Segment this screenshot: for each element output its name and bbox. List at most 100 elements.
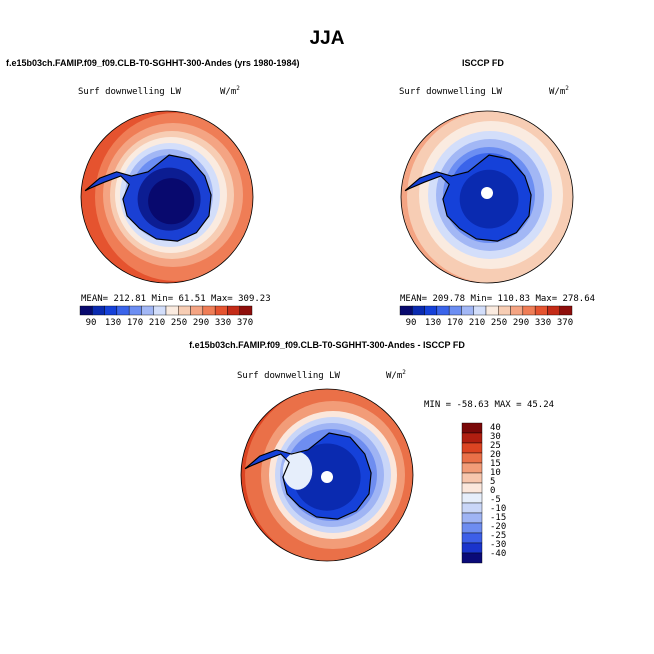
right-map xyxy=(401,111,573,283)
right-cbar-label: 370 xyxy=(556,318,574,328)
diff-colorbar-swatch xyxy=(461,542,483,554)
diff-cbar-label: 40 xyxy=(490,423,501,433)
right-cbar-label: 250 xyxy=(490,318,508,328)
right-ice-core xyxy=(459,169,519,229)
diff-cbar-label: -15 xyxy=(490,513,507,523)
diff-near-zero-patch xyxy=(282,451,313,490)
diff-colorbar-swatch xyxy=(461,502,483,514)
diff-cbar-label: 10 xyxy=(490,468,501,478)
left-cbar-label: 170 xyxy=(126,318,144,328)
diff-cbar-label: 20 xyxy=(490,450,501,460)
right-colorbar-swatch xyxy=(534,305,548,316)
right-colorbar-swatch xyxy=(399,305,413,316)
left-cbar-label: 290 xyxy=(192,318,210,328)
left-colorbar-swatch xyxy=(92,305,105,316)
left-variable-label: Surf downwelling LW xyxy=(78,87,181,97)
diff-cbar-label: -20 xyxy=(490,522,507,532)
right-colorbar-labels: 90 130 170 210 250 290 330 370 xyxy=(400,318,576,328)
right-colorbar-swatch xyxy=(485,305,499,316)
left-cbar-label: 130 xyxy=(104,318,122,328)
diff-colorbar-swatch xyxy=(461,472,483,484)
diff-colorbar-labels: 40 30 25 20 15 10 5 0 -5 -10 -15 -20 -25… xyxy=(490,424,506,559)
left-colorbar-swatch xyxy=(153,305,167,316)
figure-title: JJA xyxy=(309,28,345,49)
right-cbar-label: 130 xyxy=(424,318,442,328)
diff-cbar-label: 25 xyxy=(490,441,501,451)
left-colorbar-swatch xyxy=(190,305,204,316)
diff-cbar-label: -40 xyxy=(490,549,507,559)
diff-colorbar-swatch xyxy=(461,482,483,494)
right-colorbar-swatch xyxy=(510,305,524,316)
left-cbar-label: 370 xyxy=(236,318,254,328)
diff-panel-title: f.e15b03ch.FAMIP.f09_f09.CLB-T0-SGHHT-30… xyxy=(189,340,465,350)
diff-pole-hole xyxy=(321,471,333,483)
right-colorbar-swatch xyxy=(436,305,450,316)
right-colorbar-swatch xyxy=(547,305,560,316)
right-pole-hole xyxy=(481,187,493,199)
diff-colorbar xyxy=(461,422,483,564)
right-cbar-label: 290 xyxy=(512,318,530,328)
right-stats: MEAN= 209.78 Min= 110.83 Max= 278.64 xyxy=(400,294,596,304)
diff-colorbar-swatch xyxy=(461,512,483,524)
right-colorbar-swatch xyxy=(412,305,425,316)
left-colorbar-swatch xyxy=(104,305,118,316)
diff-colorbar-swatch xyxy=(461,532,483,544)
left-colorbar-swatch xyxy=(227,305,240,316)
left-colorbar-swatch xyxy=(141,305,154,316)
diff-cbar-label: 30 xyxy=(490,432,501,442)
diff-colorbar-swatch xyxy=(461,442,483,454)
right-colorbar xyxy=(399,305,573,316)
left-cbar-label: 90 xyxy=(85,318,97,328)
diff-cbar-label: -30 xyxy=(490,540,507,550)
left-ice-center xyxy=(148,178,195,225)
left-colorbar-labels: 90 130 170 210 250 290 330 370 xyxy=(80,318,256,328)
diff-colorbar-swatch xyxy=(461,432,483,444)
right-panel-title: ISCCP FD xyxy=(462,58,504,68)
left-colorbar-swatch xyxy=(116,305,130,316)
left-colorbar-swatch xyxy=(214,305,228,316)
left-colorbar-swatch xyxy=(79,305,93,316)
right-cbar-label: 210 xyxy=(468,318,486,328)
diff-cbar-label: 5 xyxy=(490,477,496,487)
diff-variable-label: Surf downwelling LW xyxy=(237,371,340,381)
left-cbar-label: 250 xyxy=(170,318,188,328)
diff-map-border xyxy=(240,388,414,562)
diff-cbar-label: 0 xyxy=(490,486,496,496)
right-units-label: W/m2 xyxy=(549,85,569,97)
diff-units-label: W/m2 xyxy=(386,369,406,381)
left-units-label: W/m2 xyxy=(220,85,240,97)
diff-stats: MIN = -58.63 MAX = 45.24 xyxy=(424,400,555,410)
diff-cbar-label: -5 xyxy=(490,495,501,505)
diff-map xyxy=(241,389,413,561)
diff-colorbar-swatch xyxy=(461,552,483,564)
right-colorbar-swatch xyxy=(559,305,573,316)
left-map-border xyxy=(80,110,254,284)
diff-cbar-label: 15 xyxy=(490,459,501,469)
right-cbar-label: 330 xyxy=(534,318,552,328)
diff-colorbar-swatch xyxy=(461,522,483,534)
left-cbar-label: 330 xyxy=(214,318,232,328)
right-colorbar-swatch xyxy=(424,305,438,316)
right-colorbar-swatch xyxy=(498,305,511,316)
diff-colorbar-swatch xyxy=(461,422,483,434)
left-cbar-label: 210 xyxy=(148,318,166,328)
right-colorbar-swatch xyxy=(473,305,487,316)
diff-cbar-label: -10 xyxy=(490,504,507,514)
diff-colorbar-swatch xyxy=(461,492,483,504)
left-stats: MEAN= 212.81 Min= 61.51 Max= 309.23 xyxy=(81,294,271,304)
right-cbar-label: 90 xyxy=(405,318,417,328)
right-cbar-label: 170 xyxy=(446,318,464,328)
right-map-border xyxy=(400,110,574,284)
right-colorbar-swatch xyxy=(522,305,536,316)
left-colorbar-swatch xyxy=(202,305,216,316)
right-colorbar-swatch xyxy=(448,305,462,316)
left-colorbar-swatch xyxy=(178,305,191,316)
left-colorbar-swatch xyxy=(239,305,253,316)
left-map xyxy=(81,111,253,283)
diff-cbar-label: -25 xyxy=(490,531,507,541)
left-colorbar-swatch xyxy=(128,305,142,316)
right-variable-label: Surf downwelling LW xyxy=(399,87,502,97)
diff-colorbar-swatch xyxy=(461,452,483,464)
left-colorbar-swatch xyxy=(165,305,179,316)
